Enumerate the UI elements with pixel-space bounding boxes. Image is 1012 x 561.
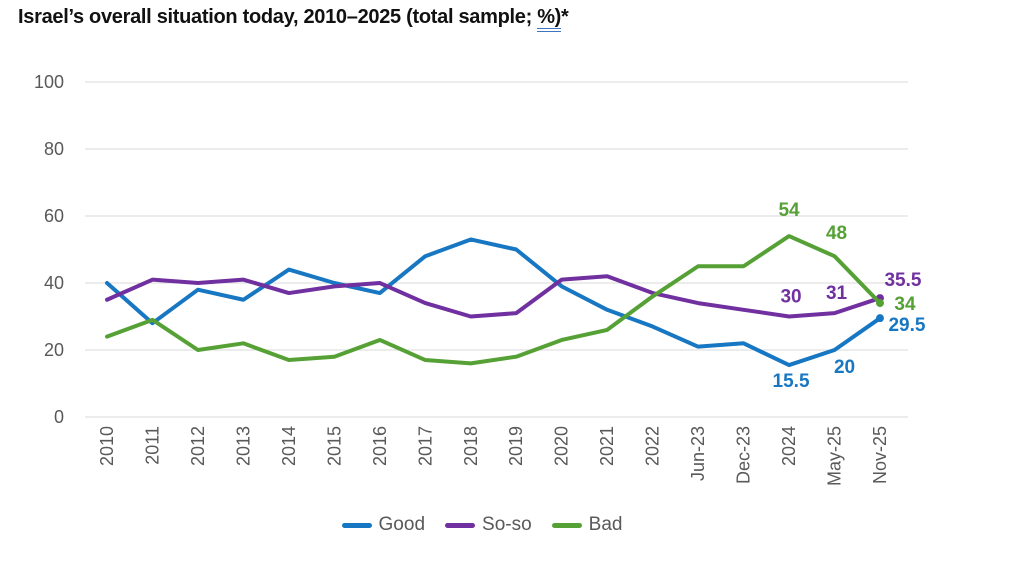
x-tick-label: 2022: [643, 426, 663, 466]
point-label-bad-2024: 54: [778, 200, 800, 221]
x-tick-label: 2014: [279, 426, 299, 466]
series-end-dot-good: [875, 314, 884, 323]
point-label-so-so-2024: 30: [780, 287, 801, 308]
legend-swatch-so-so: [445, 522, 476, 528]
x-tick-label: 2011: [142, 426, 162, 465]
x-tick-label: 2019: [506, 426, 526, 466]
legend-label-good: Good: [378, 514, 426, 535]
title-asterisk: *: [561, 6, 569, 28]
series-line-bad: [105, 234, 882, 366]
y-tick-label: 40: [44, 273, 64, 293]
x-tick-label: 2016: [370, 426, 390, 466]
legend-label-so-so: So-so: [482, 514, 532, 535]
point-label-so-so-may-25: 31: [826, 283, 848, 304]
legend-label-bad: Bad: [588, 514, 623, 535]
chart-legend: Good So-so Bad: [0, 514, 988, 536]
x-tick-label: 2012: [188, 426, 208, 466]
y-tick-label: 0: [54, 407, 64, 427]
point-label-so-so-nov-25: 35.5: [884, 270, 921, 291]
point-label-good-may-25: 20: [834, 357, 855, 378]
legend-swatch-bad: [551, 522, 582, 528]
chart-title: Israel’s overall situation today, 2010–2…: [18, 6, 569, 32]
title-underlined-text: %): [537, 6, 561, 32]
x-tick-label: 2018: [461, 426, 481, 466]
point-label-bad-may-25: 48: [826, 223, 847, 244]
legend-item-good: Good: [341, 514, 426, 536]
legend-swatch-good: [341, 522, 372, 528]
x-tick-label: May-25: [825, 426, 845, 486]
x-tick-label: 2021: [597, 426, 617, 466]
x-tick-label: 2024: [779, 426, 799, 466]
y-tick-label: 80: [44, 139, 64, 159]
y-tick-label: 60: [44, 206, 64, 226]
x-tick-label: 2017: [415, 426, 435, 466]
title-text: Israel’s overall situation today, 2010–2…: [18, 6, 538, 28]
x-tick-label: 2020: [552, 426, 572, 466]
series-line-so-so: [105, 274, 882, 319]
x-tick-label: 2013: [233, 426, 253, 466]
legend-item-bad: Bad: [551, 514, 623, 536]
legend-item-so-so: So-so: [445, 514, 532, 536]
point-label-good-nov-25: 29.5: [888, 315, 925, 336]
series-end-dot-bad: [875, 299, 884, 308]
x-tick-label: 2015: [324, 426, 344, 466]
x-tick-label: 2010: [97, 426, 117, 466]
x-tick-label: Nov-25: [870, 426, 890, 484]
point-label-good-2024: 15.5: [773, 371, 810, 392]
x-tick-label: Jun-23: [688, 426, 708, 481]
x-tick-label: Dec-23: [734, 426, 754, 484]
y-tick-label: 100: [34, 72, 64, 92]
point-label-bad-nov-25: 34: [894, 294, 916, 315]
series-line-good: [105, 237, 882, 368]
y-tick-label: 20: [44, 340, 64, 360]
